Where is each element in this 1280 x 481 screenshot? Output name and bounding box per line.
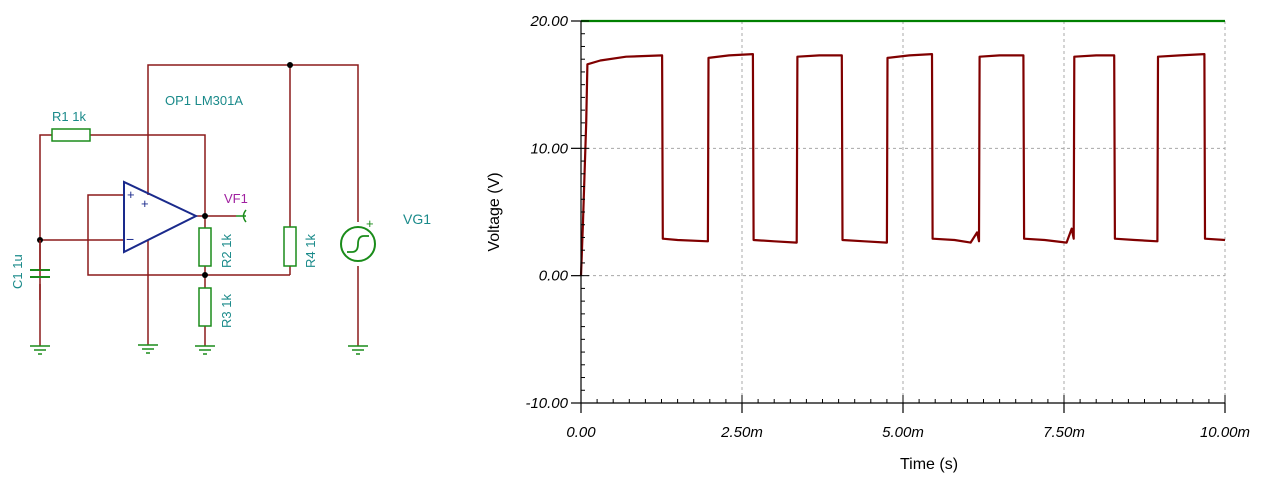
axes: -10.00 0.00 10.00 20.00 0.00 2.50m 5.00m 7.50m 1…	[525, 13, 1250, 441]
resistor-r3	[198, 287, 212, 327]
series-line-1	[579, 52, 1226, 276]
y-axis-title: Voltage (V)	[486, 172, 503, 251]
ground-icon-r3	[195, 345, 215, 355]
generator-vg1: + VG1	[340, 211, 431, 262]
resistors	[51, 128, 297, 327]
opamp-triangle	[123, 180, 199, 254]
r3-label: R3 1k	[219, 294, 234, 328]
chart: -10.00 0.00 10.00 20.00 0.00 2.50m 5.00m 7.50m 1…	[486, 13, 1250, 473]
schematic: + + − OP1 LM301A R1 1k R2 1k R3 1k R4 1k…	[10, 62, 431, 355]
wire-top-supply	[147, 64, 359, 222]
r4-label: R4 1k	[303, 234, 318, 268]
probe-arrow-icon	[236, 209, 247, 223]
x-tick-label: 7.50m	[1043, 424, 1085, 441]
opamp-plus-inner: +	[141, 196, 149, 211]
y-tick-label: -10.00	[525, 395, 568, 412]
resistor-r1	[51, 128, 91, 142]
generator-wave-icon	[347, 235, 369, 253]
resistor-r2	[198, 227, 212, 267]
vf1-label: VF1	[224, 191, 248, 206]
junction-divider	[202, 272, 208, 278]
x-tick-label: 0.00	[566, 424, 596, 441]
grounds	[30, 344, 368, 355]
y-tick-label: 10.00	[530, 140, 568, 157]
x-tick-label: 5.00m	[882, 424, 924, 441]
vg1-label: VG1	[403, 211, 431, 227]
y-tick-label: 0.00	[539, 268, 569, 285]
opamp: + + − OP1 LM301A	[123, 93, 243, 254]
junctions	[37, 62, 293, 278]
x-tick-label: 2.50m	[720, 424, 763, 441]
wire-r1-right	[90, 134, 206, 216]
ground-icon-c1	[30, 345, 50, 355]
probe-vf1: VF1	[224, 191, 248, 223]
r1-label: R1 1k	[52, 109, 86, 124]
resistor-r4	[283, 226, 297, 267]
y-tick-label: 20.00	[529, 13, 568, 30]
r2-label: R2 1k	[219, 234, 234, 268]
opamp-label: OP1 LM301A	[165, 93, 243, 108]
grid	[581, 21, 1226, 403]
junction-output	[202, 213, 208, 219]
x-axis-title: Time (s)	[900, 456, 958, 473]
ground-icon-vg1	[348, 345, 368, 355]
x-tick-label: 10.00m	[1200, 424, 1250, 441]
opamp-minus: −	[126, 231, 134, 247]
opamp-plus-upper: +	[127, 187, 135, 202]
series-layer	[579, 19, 1226, 276]
c1-label: C1 1u	[10, 254, 25, 289]
wire-r1-left	[39, 134, 52, 300]
ground-icon-opamp	[138, 344, 158, 354]
vg1-plus: +	[366, 216, 374, 231]
wire-noninverting-loop	[87, 194, 290, 276]
junction-top	[287, 62, 293, 68]
